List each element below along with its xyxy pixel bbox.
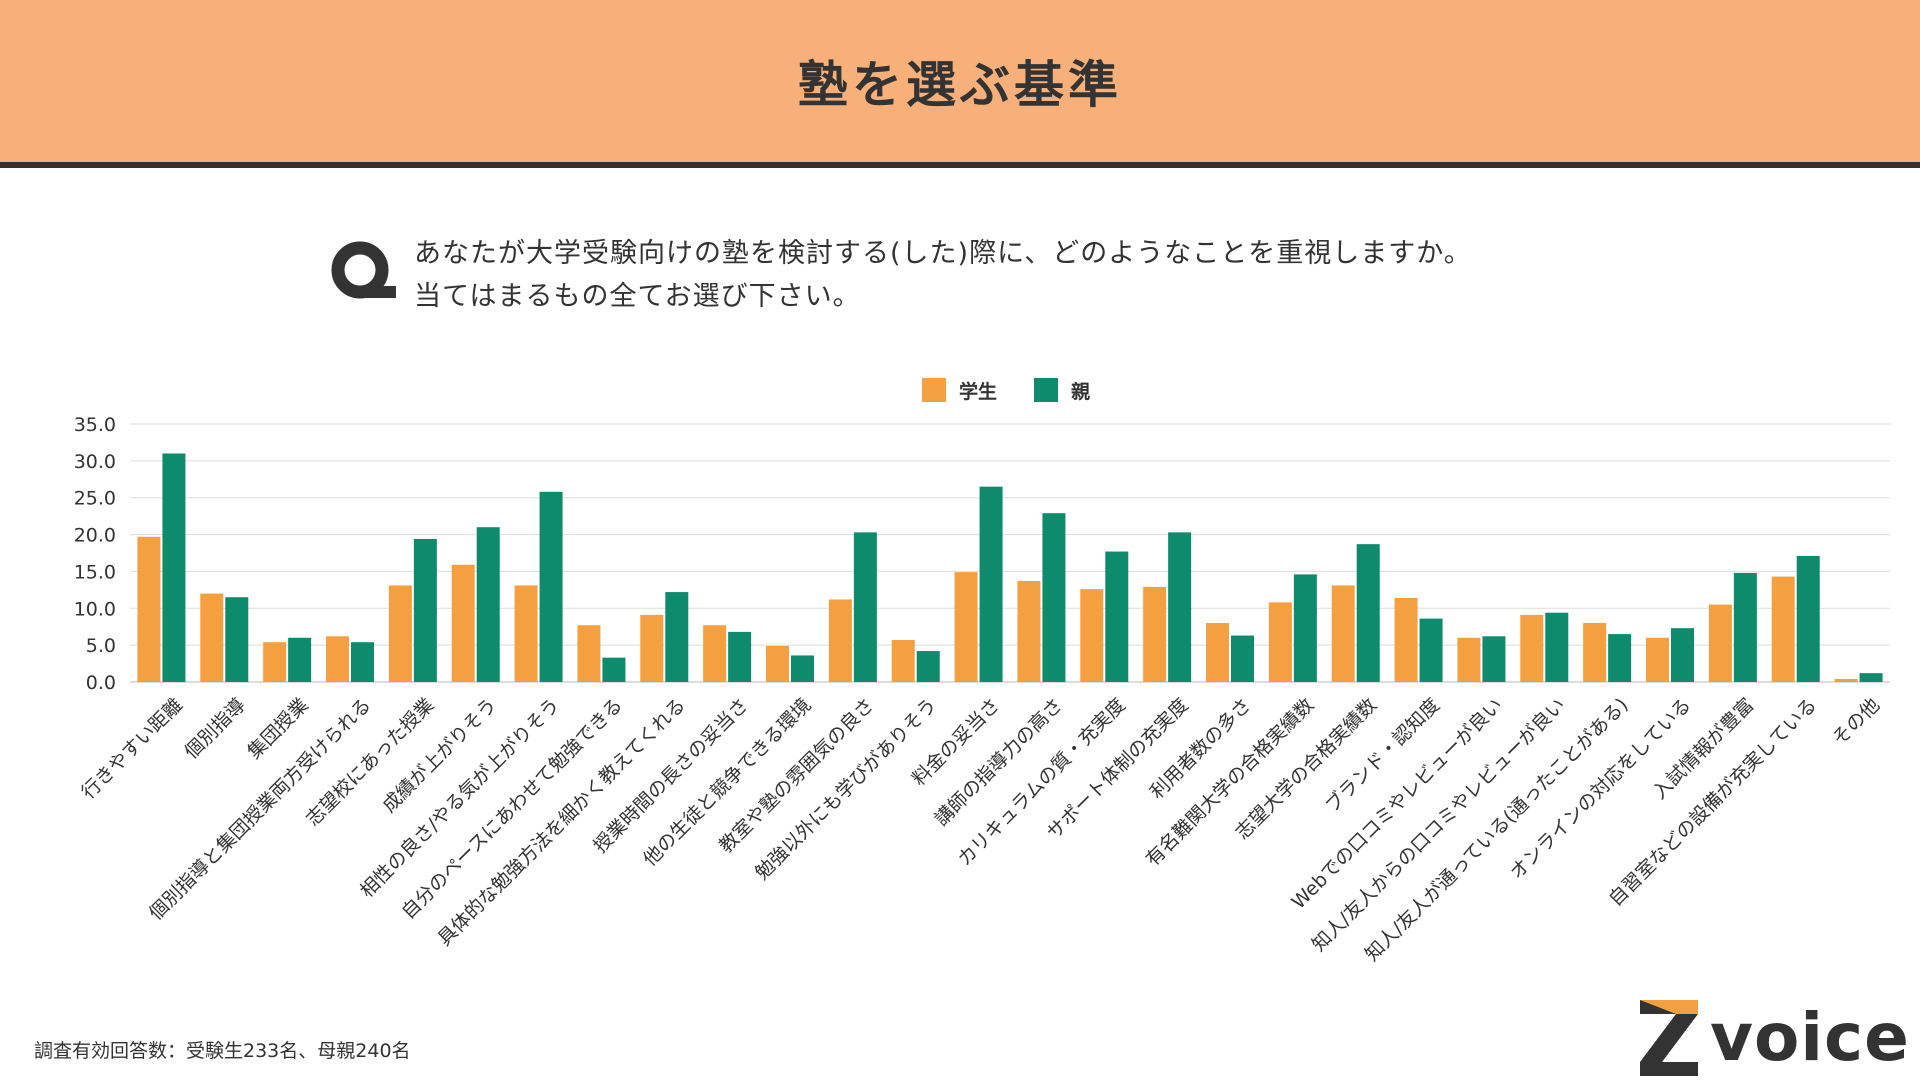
bar-parent [1796,555,1820,682]
survey-footnote: 調査有効回答数：受験生233名、母親240名 [34,1040,411,1062]
bar-student [200,593,224,682]
bar-parent [853,532,877,682]
bar-student [1646,637,1669,682]
bar-parent [728,631,752,682]
logo-text: voice [1710,999,1910,1076]
bar-student [828,599,852,682]
y-tick-label: 0.0 [86,672,116,694]
bar-student [1583,623,1607,682]
bar-student [1708,604,1732,682]
bar-student [1771,576,1795,682]
y-tick-label: 25.0 [74,488,116,510]
bar-parent [1231,635,1254,682]
bar-student [1520,614,1544,682]
bar-student [388,585,412,682]
bar-parent [539,491,563,682]
bar-student [1834,679,1858,682]
bar-parent [1733,572,1757,682]
bar-student [891,639,915,682]
bar-parent [288,637,312,682]
bar-parent [1356,544,1380,682]
legend-swatch-student [922,378,946,402]
bar-student [137,536,161,682]
question-block: あなたが大学受験向けの塾を検討する(した)際に、どのようなことを重視しますか。 … [330,232,1730,322]
bar-parent [1105,551,1129,682]
bar-parent [1042,513,1066,682]
bar-parent [1608,634,1632,682]
bar-student [514,585,538,682]
x-tick-label: 個別指導と集団授業両方受けられる [145,694,376,925]
page-title: 塾を選ぶ基準 [798,56,1122,114]
bar-parent [665,592,689,682]
bar-chart: 35.0 30.0 25.0 20.0 15.0 10.0 5.0 0.0行きやすい距離個別指… [74,378,1890,966]
y-tick-label: 20.0 [74,525,116,547]
bar-parent [979,486,1003,682]
bar-student [1017,581,1041,682]
y-tick-label: 15.0 [74,561,116,583]
bar-parent [1293,574,1317,682]
bar-parent [476,527,500,682]
legend-swatch-parent [1034,378,1058,402]
zvoice-logo: voice [1636,998,1920,1080]
question-q-icon [331,241,396,299]
header-bar: 塾を選ぶ基準 [0,0,1920,168]
bar-student [1457,637,1481,682]
bar-student [1080,589,1104,682]
bar-parent [351,642,374,682]
x-tick-label: 自分のペースにあわせて勉強できる [397,694,627,924]
legend-label-parent: 親 [1071,380,1090,403]
bar-parent [1545,612,1569,682]
bar-student [263,642,287,682]
y-tick-label: 5.0 [86,635,116,657]
bar-parent [791,655,814,682]
bar-student [577,625,601,682]
bar-student [1331,585,1355,682]
x-tick-label: ブランド・認知度 [1320,693,1444,817]
x-tick-label: 個別指導 [181,694,250,763]
bar-parent [162,453,186,682]
z-logo-icon [1640,1000,1698,1076]
y-tick-label: 30.0 [74,451,116,473]
bar-student [451,564,475,682]
legend-label-student: 学生 [959,380,997,403]
bar-student [326,636,349,682]
bar-parent [1168,532,1192,682]
bar-student [1394,597,1418,682]
bar-student [640,614,664,682]
y-tick-label: 10.0 [74,598,116,620]
question-text: あなたが大学受験向けの塾を検討する(した)際に、どのようなことを重視しますか。 … [414,232,1472,318]
bar-student [1143,586,1167,682]
bar-parent [225,597,249,682]
bar-parent [1482,636,1506,682]
question-line-2: 当てはまるもの全てお選び下さい。 [414,281,861,312]
bar-student [703,625,727,682]
bar-student [954,572,978,682]
bar-parent [413,538,437,682]
bar-student [1268,602,1292,682]
question-line-1: あなたが大学受験向けの塾を検討する(した)際に、どのようなことを重視しますか。 [414,238,1472,269]
bar-parent [1671,628,1694,682]
y-tick-label: 35.0 [74,414,116,436]
bar-student [1206,623,1229,682]
bar-parent [1859,673,1883,682]
bar-parent [1419,618,1443,682]
x-tick-label: 成績が上がりそう [378,694,501,817]
bar-parent [602,657,626,682]
x-tick-label: その他 [1828,694,1884,750]
bar-student [766,645,789,682]
x-tick-label: 行きやすい距離 [77,694,187,804]
bar-parent [916,651,940,682]
